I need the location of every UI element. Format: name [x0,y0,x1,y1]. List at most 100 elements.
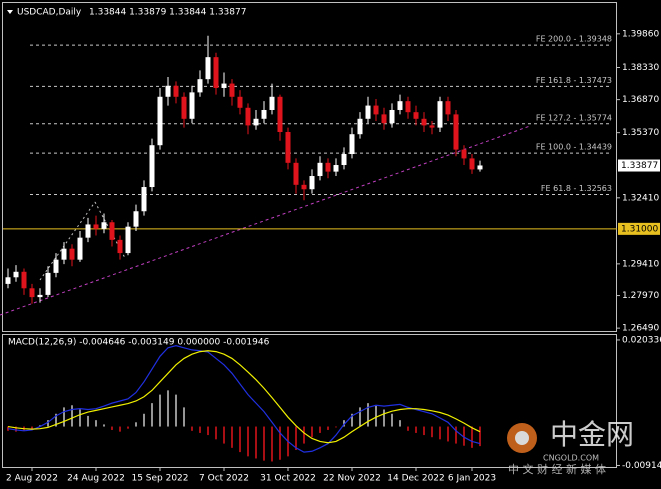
candle-body [149,145,155,188]
macd-title: MACD(12,26,9) -0.004646 -0.003149 0.0000… [8,338,270,348]
candle-body [205,57,211,80]
y-tick-label: 1.32410 [622,193,659,203]
candle-body [429,125,435,128]
candle-body [357,118,363,135]
y-tick-label: 1.39860 [622,29,659,39]
candle-body [413,112,419,119]
candle-body [37,294,43,298]
candle-body [93,224,99,229]
candle-body [437,101,443,128]
x-tick-label: 2 Aug 2022 [6,474,58,484]
candle-body [349,134,355,155]
x-tick-label: 15 Sep 2022 [131,474,188,484]
candle-body [381,114,387,124]
candle-body [277,96,283,132]
watermark: 中金网 CNGOLD.COM 中 文 财 经 新 媒 体 [507,418,634,476]
y-tick-label: 1.29410 [622,259,659,269]
y-tick-label: 1.26490 [622,324,659,334]
candle-body [341,154,347,166]
fib-label: FE 100.0 - 1.34439 [536,143,612,152]
fib-label: FE 127.2 - 1.35774 [536,113,612,122]
macd-y-tick-label: 0.020336 [622,335,661,345]
x-tick-label: 7 Oct 2022 [199,474,249,484]
candle-body [405,101,411,113]
x-tick-label: 6 Jan 2023 [448,474,496,484]
x-tick-label: 24 Aug 2022 [67,474,125,484]
price-box [618,159,660,172]
chart-title: USDCAD,Daily [17,8,82,18]
candle-body [85,224,91,238]
candle-body [461,149,467,159]
candle-body [317,162,323,177]
price-panel [2,2,617,332]
wave-line [39,201,96,281]
candle-body [5,277,11,284]
candle-body [157,96,163,146]
macd-line [7,345,481,453]
fib-label: FE 200.0 - 1.39348 [536,35,612,44]
x-tick-label: 31 Oct 2022 [260,474,316,484]
header-values: 1.33844 1.33879 1.33844 1.33877 [89,8,246,18]
candle-body [301,184,307,190]
candle-body [333,165,339,172]
candle-body [373,105,379,115]
candle-body [165,85,171,97]
candle-body [237,96,243,108]
candle-body [445,101,451,115]
candle-body [285,131,291,163]
signal-line [7,350,481,444]
candle-body [109,222,115,240]
candle-body [397,101,403,110]
candle-body [133,211,139,227]
watermark-slogan: 中 文 财 经 新 媒 体 [508,462,606,476]
candle-body [421,118,427,126]
x-tick-label: 14 Dec 2022 [387,474,445,484]
candle-body [469,158,475,170]
level-label: 1.31000 [621,224,658,234]
candle-body [293,162,299,185]
candle-body [365,105,371,119]
candle-body [221,83,227,88]
candle-body [189,92,195,119]
x-tick-label: 22 Nov 2022 [323,474,381,484]
candle-body [117,239,123,254]
candle-body [173,85,179,97]
candle-body [29,288,35,298]
watermark-brand: 中金网 [550,418,634,451]
macd-y-tick-label: -0.00914 [622,461,661,471]
watermark-site: CNGOLD.COM [543,454,599,463]
candle-body [389,109,395,124]
candle-body [13,271,19,278]
candle-body [125,226,131,254]
candle-body [141,187,147,212]
candle-body [45,272,51,295]
level-box [618,222,660,235]
candle-body [229,83,235,97]
fib-label: FE 161.8 - 1.37473 [536,76,612,85]
candle-body [269,96,275,110]
macd-panel [2,334,617,468]
candle-body [325,162,331,172]
candle-body [213,57,219,88]
candle-body [261,109,267,119]
price-label: 1.33877 [621,161,658,171]
candle-body [69,248,75,260]
candle-body [61,248,67,260]
fib-label: FE 61.8 - 1.32563 [541,184,612,193]
candle-body [181,96,187,119]
y-tick-label: 1.35370 [622,128,659,138]
candle-body [53,259,59,273]
candle-body [453,114,459,150]
candle-body [77,237,83,260]
y-tick-label: 1.38330 [622,63,659,73]
y-tick-label: 1.27970 [622,291,659,301]
candle-body [101,222,107,229]
trend-line [0,125,531,316]
candle-body [477,165,483,170]
candle-body [21,271,27,289]
candle-body [245,107,251,126]
watermark-logo-inner [515,431,529,445]
candle-body [253,118,259,126]
